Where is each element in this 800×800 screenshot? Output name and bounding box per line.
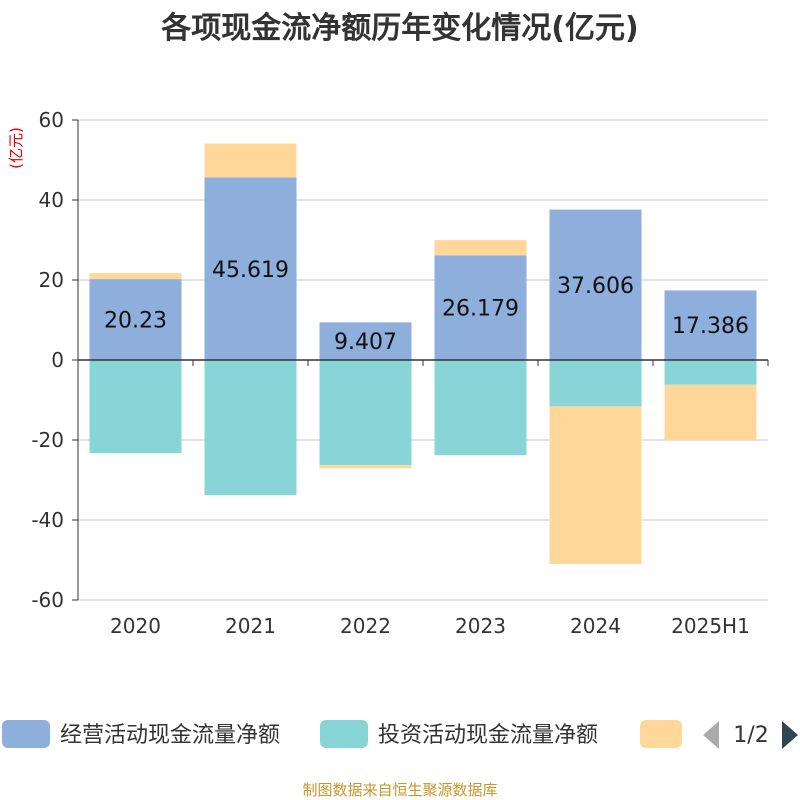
source-note: 制图数据来自恒生聚源数据库 — [302, 781, 497, 799]
bar-2022-series-2 — [319, 465, 412, 469]
y-tick-label: -20 — [31, 428, 64, 452]
y-tick-label: 60 — [39, 108, 64, 132]
bar-2021-series-0 — [204, 177, 297, 360]
data-labels: 20.23 45.619 9.407 26.179 37.606 17.386 — [104, 258, 749, 355]
legend-page-indicator: 1/2 — [733, 723, 768, 748]
y-tick-label: -40 — [31, 508, 64, 532]
bar-2020-series-2 — [89, 273, 182, 280]
bar-2023-series-2 — [434, 240, 527, 256]
bar-2024-series-0 — [549, 209, 642, 360]
y-axis-unit: (亿元) — [7, 127, 25, 169]
legend-swatch-2 — [640, 720, 682, 748]
y-tick-label: 20 — [39, 268, 64, 292]
bar-2021-series-2 — [204, 143, 297, 178]
bar-2025H1-series-0 — [664, 290, 757, 360]
legend: 经营活动现金流量净额 投资活动现金流量净额 1/2 — [2, 720, 798, 749]
x-tick-label: 2025H1 — [671, 614, 750, 638]
y-tick-label: -60 — [31, 588, 64, 612]
bar-2020-series-1 — [89, 360, 182, 454]
legend-label-0: 经营活动现金流量净额 — [60, 723, 280, 748]
legend-label-1: 投资活动现金流量净额 — [378, 723, 598, 748]
data-label: 26.179 — [442, 297, 519, 322]
bar-2024-series-2 — [549, 406, 642, 564]
y-tick-label: 0 — [51, 348, 64, 372]
data-label: 17.386 — [672, 314, 749, 339]
axes — [72, 119, 769, 601]
bar-2023-series-0 — [434, 255, 527, 360]
data-label: 20.23 — [104, 309, 167, 334]
tick-labels: 60 40 20 0 -20 -40 -60 2020 2021 2022 2023 2024 2025… — [31, 108, 750, 638]
legend-swatch-1 — [320, 720, 368, 748]
data-label: 45.619 — [212, 258, 289, 283]
bars — [89, 143, 757, 564]
x-tick-label: 2022 — [340, 614, 391, 638]
legend-prev-icon[interactable] — [703, 721, 719, 749]
x-tick-label: 2023 — [455, 614, 506, 638]
bar-2025H1-series-2 — [664, 384, 757, 440]
bar-2023-series-1 — [434, 360, 527, 456]
bar-2022-series-0 — [319, 322, 412, 360]
y-tick-label: 40 — [39, 188, 64, 212]
bar-2021-series-1 — [204, 360, 297, 496]
x-tick-label: 2024 — [570, 614, 621, 638]
x-tick-label: 2021 — [225, 614, 276, 638]
data-label: 37.606 — [557, 274, 634, 299]
data-label: 9.407 — [334, 330, 397, 355]
legend-swatch-0 — [2, 720, 50, 748]
chart-title: 各项现金流净额历年变化情况(亿元) — [160, 11, 638, 46]
bar-2022-series-1 — [319, 360, 412, 466]
grid — [78, 119, 768, 601]
bar-2024-series-1 — [549, 360, 642, 407]
bar-2020-series-0 — [89, 279, 182, 360]
legend-next-icon[interactable] — [782, 721, 798, 749]
x-tick-label: 2020 — [110, 614, 161, 638]
bar-2025H1-series-1 — [664, 360, 757, 385]
